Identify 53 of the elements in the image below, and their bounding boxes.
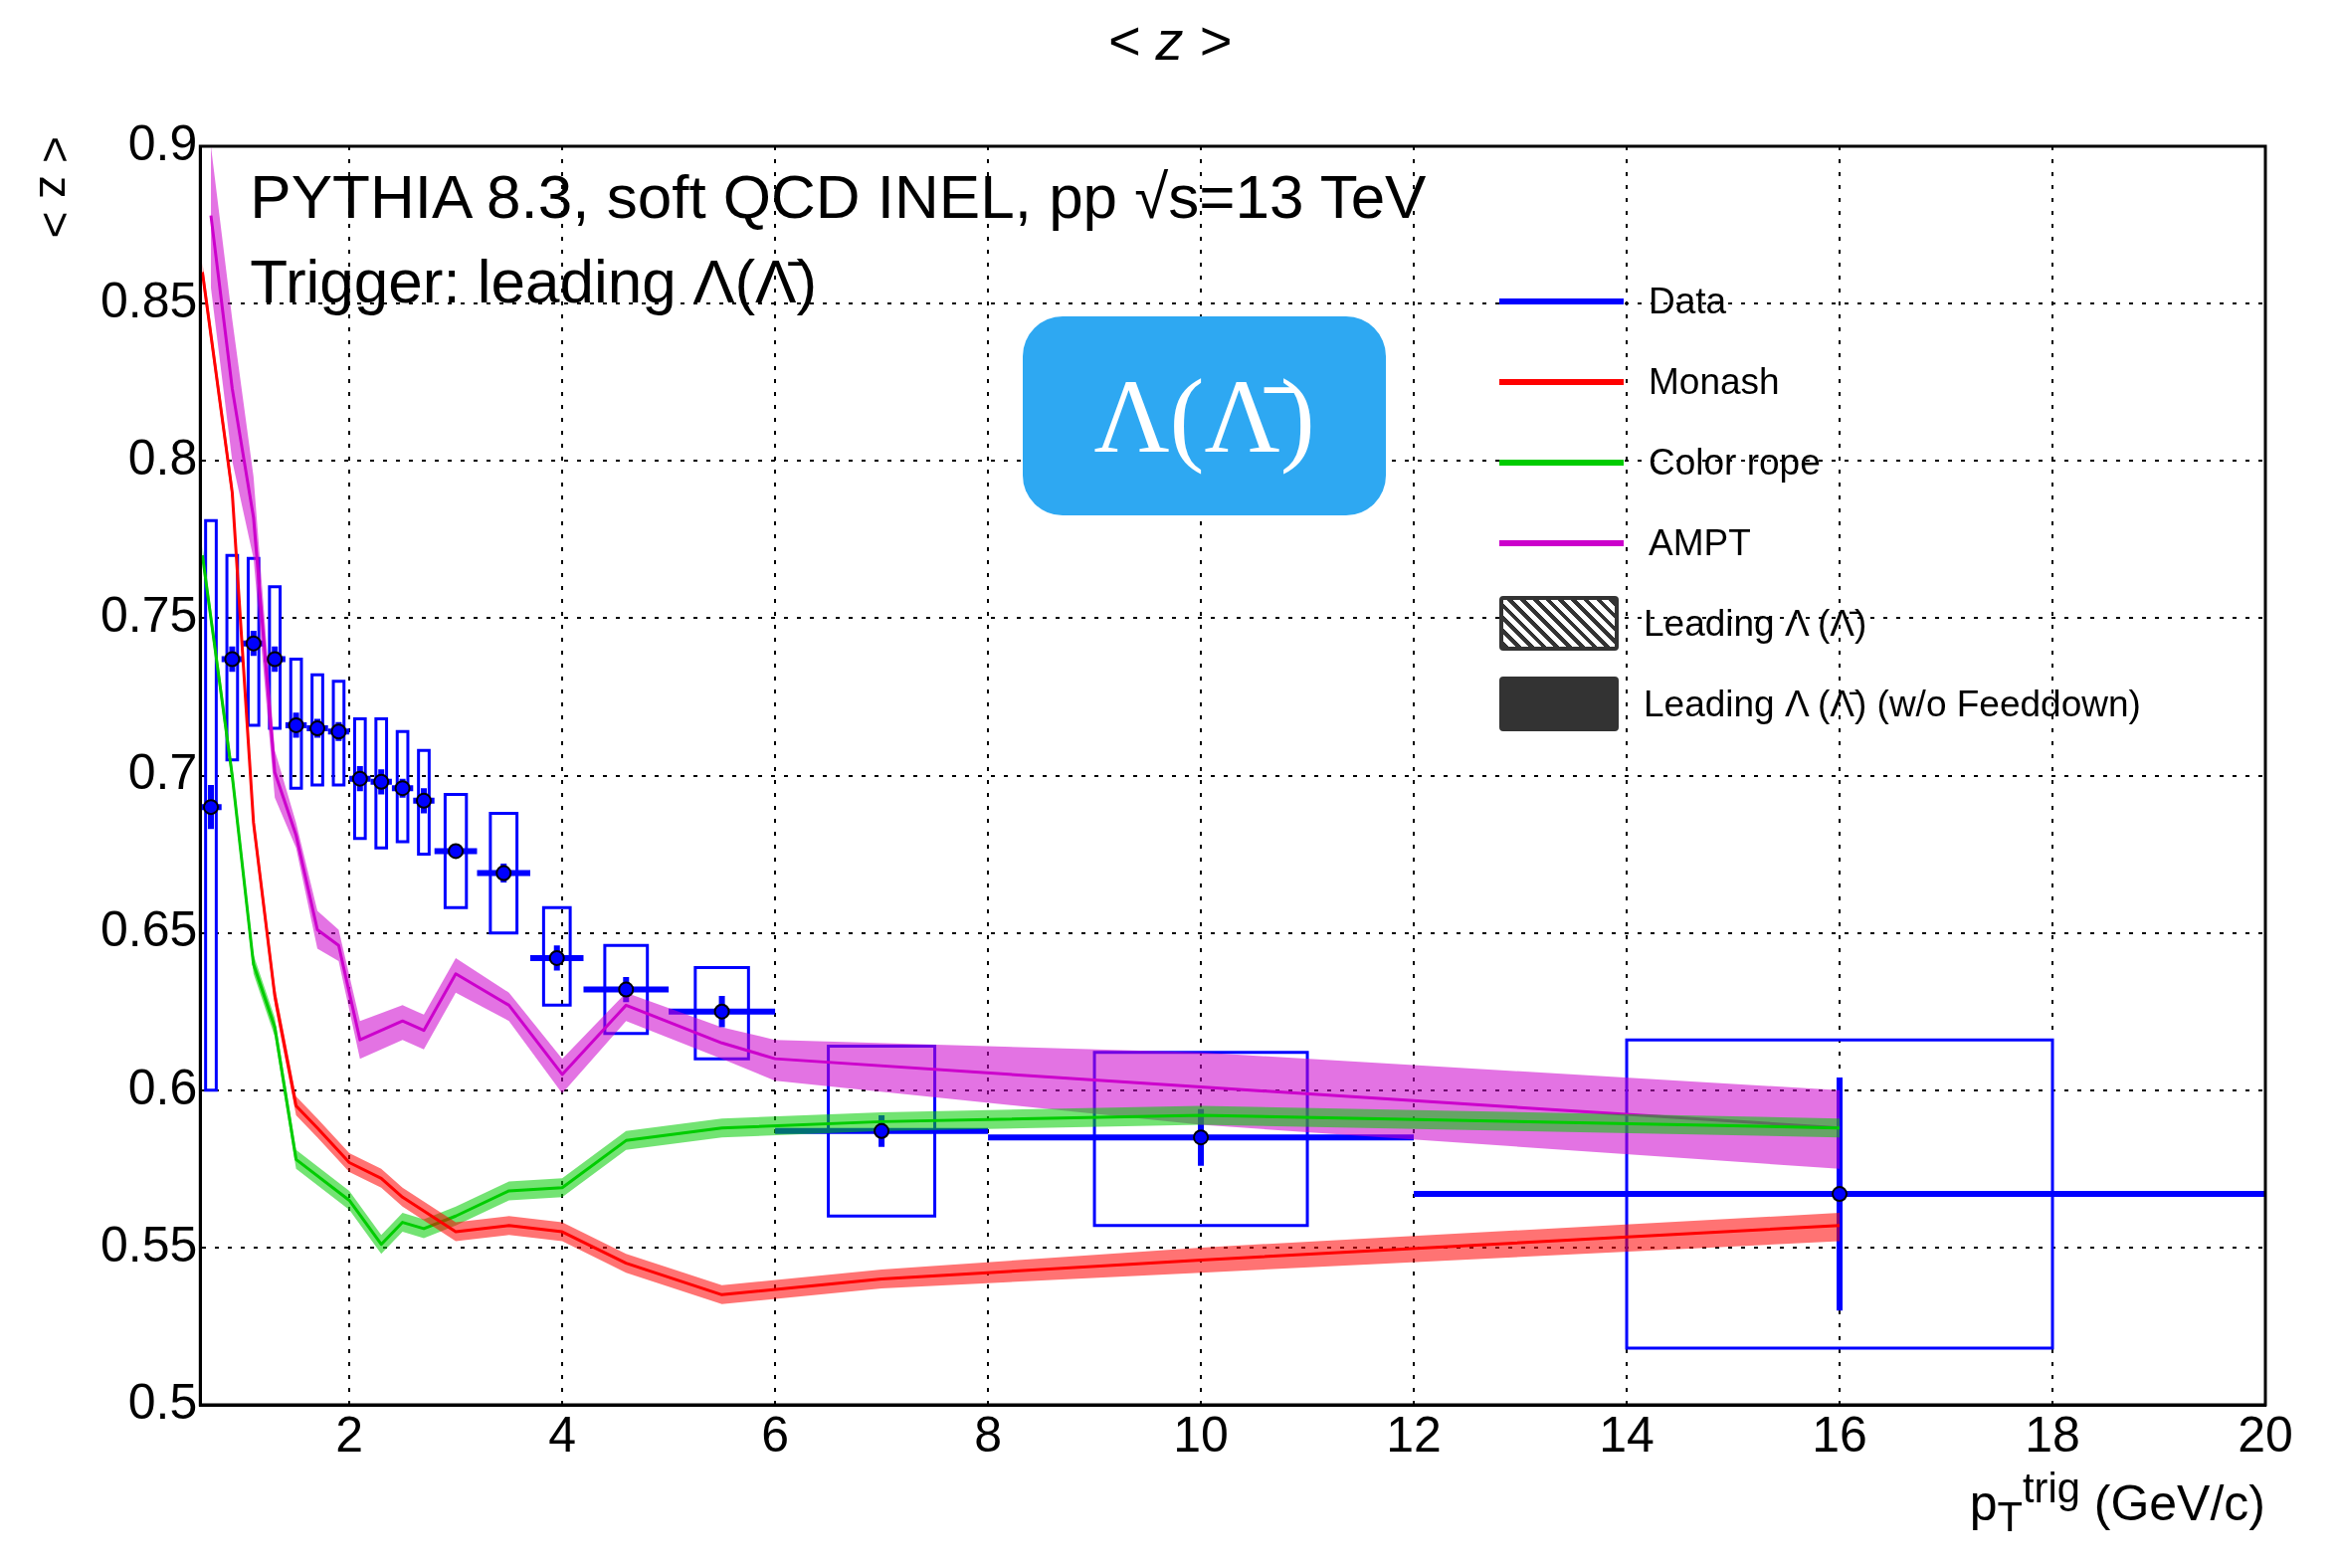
x-tick-label: 20 [2238,1406,2293,1463]
point [330,723,347,740]
point [267,651,284,668]
legend-label: Color rope [1649,441,1821,484]
point [416,792,432,809]
annotation: PYTHIA 8.3, soft QCD INEL, pp √s=13 TeV [250,161,1427,232]
y-tick-label: 0.6 [127,1059,198,1115]
legend-label: Data [1649,280,1727,322]
bar [310,673,324,787]
y-tick-label: 0.5 [127,1373,198,1430]
y-tick-label: 0.55 [99,1216,198,1273]
point [309,720,326,737]
x-axis-title: p$_{T}$$^{trig}$ (GeV/c) [1969,1465,2265,1541]
y-tick-label: 0.9 [127,114,198,171]
x-tick-label: 18 [2025,1406,2080,1463]
point [1193,1129,1210,1146]
point [1832,1186,1849,1203]
point [245,635,262,652]
bar [395,729,410,844]
y-tick-label: 0.75 [99,587,198,644]
annotation: Leading Λ (Λ̄) [1644,602,1867,645]
y-tick-label: 0.85 [99,272,198,328]
label-badge: Λ(Λ̄) [1023,316,1386,515]
x-tick-label: 8 [974,1406,1002,1463]
point [548,949,565,966]
x-tick-label: 16 [1812,1406,1867,1463]
point [288,716,304,733]
x-tick-label: 4 [548,1406,576,1463]
point [203,799,220,816]
y-tick-label: 0.8 [127,430,198,487]
annotation: Leading Λ (Λ̄) (w/o Feeddown) [1644,683,2141,725]
x-tick-label: 6 [761,1406,789,1463]
point [373,773,390,790]
legend-label: Monash [1649,360,1780,403]
point [495,865,512,882]
point [224,651,241,668]
x-tick-label: 10 [1173,1406,1229,1463]
point [874,1122,890,1139]
y-axis-title: < z > [29,136,83,239]
point [448,843,465,860]
y-tick-label: 0.7 [127,744,198,801]
bar [331,680,346,787]
point [713,1003,730,1020]
annotation: Trigger: leading Λ(Λ̄) [250,246,818,316]
x-tick-label: 12 [1386,1406,1442,1463]
x-tick-label: 2 [335,1406,364,1463]
point [351,770,368,787]
y-tick-label: 0.65 [99,901,198,958]
x-tick-label: 14 [1599,1406,1655,1463]
point [618,981,635,998]
legend-label: AMPT [1649,521,1751,564]
point [394,780,411,797]
chart-title: < z > [1106,8,1233,73]
